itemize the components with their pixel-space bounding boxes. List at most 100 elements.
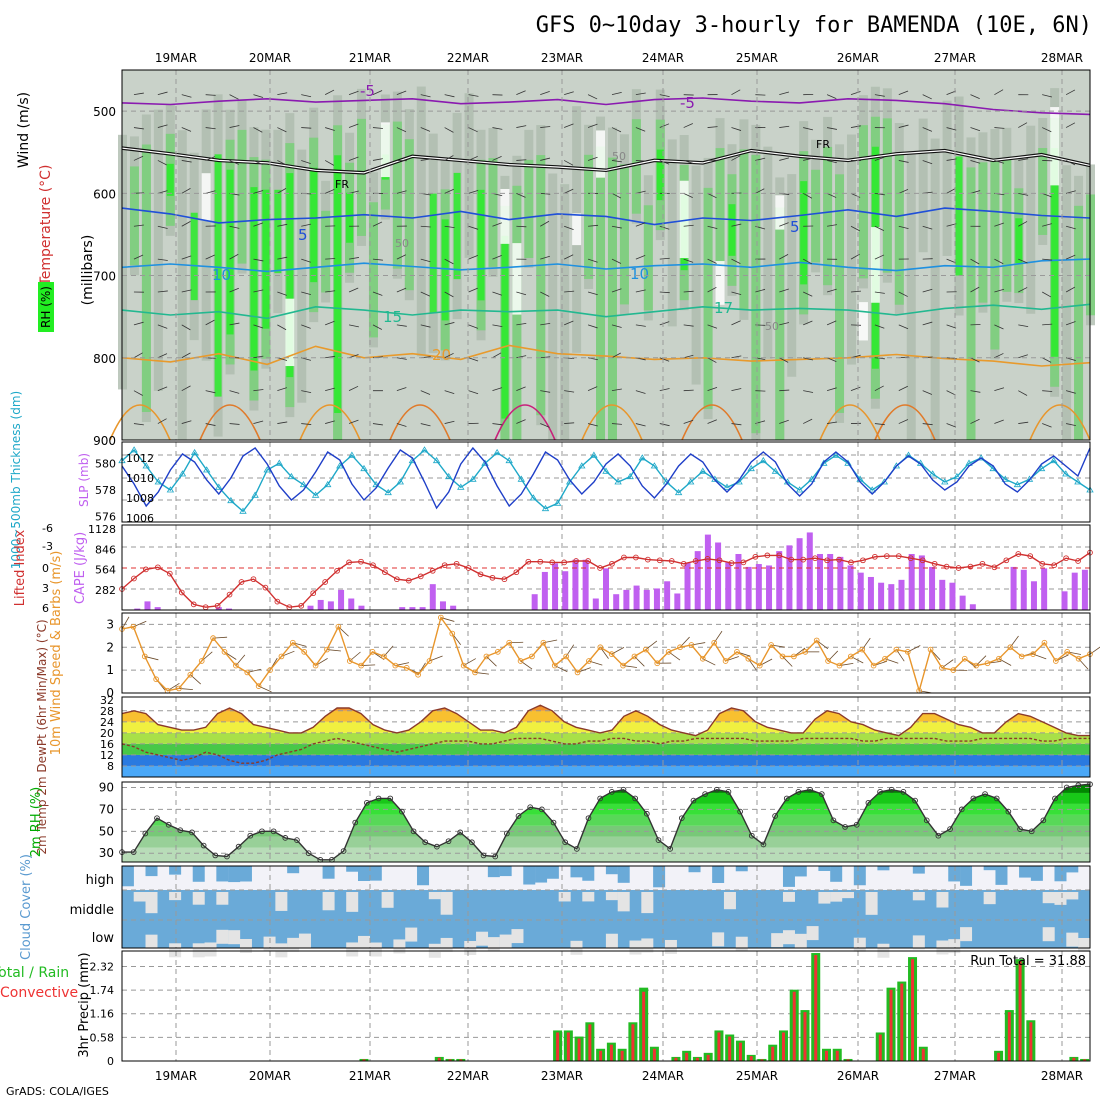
wind-speed-point: [1075, 655, 1082, 662]
wind-barb: [325, 355, 336, 359]
cloud-high-cell: [853, 866, 866, 886]
rh-cell: [906, 153, 916, 440]
thickness-point: [553, 499, 562, 506]
rh-point: [130, 849, 137, 855]
wind-barb: [874, 254, 885, 260]
contour-label: -5: [680, 94, 695, 112]
wind-barb: [826, 192, 837, 198]
wind-barb: [803, 320, 813, 326]
thickness-point: [941, 478, 949, 485]
thickness-point: [904, 451, 913, 458]
rh-cell: [453, 172, 461, 280]
y-tick-label: 800: [93, 352, 116, 366]
rh-cell: [274, 189, 282, 274]
rh-point: [539, 806, 545, 813]
wind-barb: [994, 258, 1004, 265]
temp-band: [122, 765, 1090, 777]
wind-speed-point: [551, 662, 558, 669]
wind-barb: [181, 352, 191, 359]
rh-point: [725, 789, 732, 795]
lifted-index-point: [453, 560, 460, 567]
wind-barb: [683, 192, 693, 198]
temperature-contour: [121, 258, 1091, 273]
cloud-mid-cell: [275, 892, 288, 911]
thickness-point: [432, 456, 441, 464]
precip-convective-bar: [900, 983, 904, 1061]
wind-speed-point: [221, 649, 228, 655]
thickness-line: [121, 448, 1091, 513]
precip-convective-bar: [642, 991, 646, 1061]
rh-cell: [775, 207, 785, 440]
precip-convective-bar: [674, 1057, 678, 1061]
wind-barb: [611, 352, 621, 359]
cloud-low-cell: [735, 936, 748, 951]
cape-bar: [1010, 566, 1017, 610]
temp-band: [122, 743, 1090, 755]
thickness-point: [154, 478, 163, 485]
wind-barb: [1065, 321, 1076, 326]
rh-band: [122, 792, 1090, 804]
rh-point: [818, 791, 825, 797]
rh-point: [842, 824, 848, 830]
lifted-index-point: [477, 571, 484, 578]
cape-bar: [735, 553, 742, 610]
cape-bar: [562, 571, 569, 610]
grid: [122, 782, 1090, 862]
wind-speed-point: [586, 658, 592, 664]
precip-convective-bar: [749, 1056, 753, 1061]
cloud-high-cell: [1054, 866, 1067, 882]
cloud-mid-cell: [1054, 892, 1067, 905]
cloud-low-cell: [228, 930, 241, 945]
wind-barb: [468, 357, 479, 362]
stability-frame: [121, 524, 1091, 611]
rh-cell: [679, 180, 689, 259]
temp-band: [122, 754, 1090, 766]
thickness-point: [977, 454, 985, 461]
cape-bar: [653, 588, 660, 610]
temperature-frame: [121, 696, 1091, 778]
thickness-point: [360, 464, 368, 472]
wind-barb: [827, 224, 838, 227]
wind-barb: [1042, 291, 1052, 298]
rh-cell: [153, 109, 163, 391]
y-axis-label: Temperature (°C): [38, 165, 54, 287]
wind-barb: [181, 94, 192, 98]
wind-barb: [970, 286, 980, 293]
wind-barb: [707, 126, 718, 128]
lifted-index-point: [334, 567, 340, 574]
y-tick-label: 600: [93, 187, 116, 201]
lifted-index-point: [561, 559, 568, 566]
wind-barb: [803, 357, 814, 361]
y-axis-label: RH (%): [39, 286, 53, 328]
warm-contour: [681, 404, 743, 441]
wind-barb: [779, 91, 790, 96]
wind-barb: [205, 390, 216, 394]
rh-point: [877, 789, 883, 795]
wind-barb: [994, 353, 1004, 359]
wind-barb: [898, 90, 909, 96]
legend-convective: Convective: [0, 985, 78, 1001]
wind-barb: [922, 390, 933, 395]
rh-cell: [346, 192, 354, 243]
wind-barb: [1042, 127, 1052, 133]
rh-point: [434, 843, 440, 850]
cloud-mid-cell: [169, 892, 182, 901]
thickness-point: [215, 483, 223, 490]
thickness-point: [1013, 480, 1022, 488]
wind-barb: [564, 320, 574, 326]
thickness-point: [457, 483, 465, 490]
wind-barb: [659, 257, 670, 260]
wind-barb: [563, 160, 574, 166]
lifted-index-point: [728, 560, 735, 566]
cape-bar: [1061, 591, 1068, 610]
rh-point: [1063, 784, 1070, 791]
x-tick-label: 23MAR: [541, 51, 583, 65]
lifted-index-point: [668, 558, 675, 564]
thickness-frame: [121, 441, 1091, 523]
wind-barb: [133, 224, 144, 227]
thickness-point: [420, 446, 429, 453]
cloud-low-cell: [440, 937, 453, 952]
rh-cell: [703, 187, 713, 410]
rh-point: [410, 828, 417, 835]
